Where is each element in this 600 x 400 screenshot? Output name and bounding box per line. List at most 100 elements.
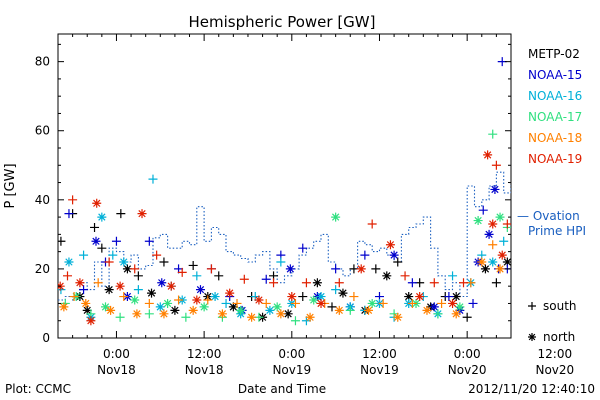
north-point [104,285,114,295]
north-point [236,305,246,315]
south-point [468,298,478,308]
south-point [371,264,381,274]
legend-marker-label-south: south [543,299,577,313]
north-point [309,295,319,305]
south-point [491,160,501,170]
south-point [152,250,162,260]
y-axis: 0 20 40 60 80 [35,43,511,345]
north-point [217,309,227,319]
north-point [488,257,498,267]
x-tick-label-date: Nov18 [185,363,224,377]
south-point [261,274,271,284]
y-tick-label: 60 [35,124,50,138]
north-point [287,292,297,302]
ovation-prime-hpi-line [58,171,511,301]
north-point [316,292,326,302]
south-point [133,271,143,281]
legend: METP-02 NOAA-15 NOAA-16 NOAA-17 NOAA-18 NOAA-… [517,47,586,344]
legend-entry-noaa-17: NOAA-17 [528,110,582,124]
south-point [68,195,78,205]
north-point [367,298,377,308]
north-point [64,257,74,267]
south-point [261,298,271,308]
south-point [331,285,341,295]
north-point [247,312,257,322]
south-point [177,267,187,277]
legend-marker-south [528,302,536,310]
south-point [133,285,143,295]
south-point [159,257,169,267]
north-point [385,240,395,250]
north-point [316,298,326,308]
north-point [157,278,167,288]
north-point [451,309,461,319]
south-point [69,292,79,302]
north-point [488,219,498,229]
north-point [356,264,366,274]
south-point [144,298,154,308]
north-point [455,302,465,312]
legend-ovation-label-line1: — Ovation [517,209,580,223]
south-point [144,236,154,246]
x-axis-label: Date and Time [238,382,326,396]
data-points [58,57,511,326]
south-point [502,219,511,229]
south-point [221,298,231,308]
south-point [181,312,191,322]
north-point [338,288,348,298]
north-point [170,305,180,315]
north-point [81,298,91,308]
south-point [433,309,443,319]
south-point [232,298,242,308]
legend-entry-metp-02: METP-02 [528,47,580,61]
legend-entry-noaa-16: NOAA-16 [528,89,582,103]
north-point [188,305,198,315]
south-point [407,278,417,288]
south-point [290,316,300,326]
south-point [192,271,202,281]
south-point [276,257,286,267]
x-tick-label-date: Nov20 [448,363,487,377]
ovation-step-path [58,171,511,301]
south-point [130,264,140,274]
south-point [459,278,469,288]
south-point [301,278,311,288]
north-point [119,257,129,267]
north-point [91,236,101,246]
north-point [59,302,69,312]
north-point [483,150,493,160]
south-point [79,285,89,295]
south-point [407,298,417,308]
x-tick-label-time: 12:00 [538,347,573,361]
north-point [192,295,202,305]
south-point [111,236,121,246]
north-point [225,288,235,298]
north-point [97,212,107,222]
north-point [115,281,125,291]
south-point [93,278,103,288]
south-point [115,312,125,322]
x-tick-label-date: Nov19 [360,363,399,377]
north-point [285,264,295,274]
south-point [429,278,439,288]
legend-marker-label-north: north [543,330,575,344]
north-point [122,264,132,274]
north-point [199,302,209,312]
south-point [58,236,66,246]
south-point [298,292,308,302]
south-point [174,295,184,305]
south-point [378,298,388,308]
south-point [144,309,154,319]
south-point [345,305,355,315]
north-point [480,264,490,274]
south-point [448,271,458,281]
north-point [389,250,399,260]
south-point [188,260,198,270]
north-point [86,316,96,326]
series-noaa-19 [58,150,511,326]
north-point [147,288,157,298]
north-point [497,250,507,260]
y-tick-label: 0 [42,331,50,345]
north-point [364,305,374,315]
south-point [79,250,89,260]
